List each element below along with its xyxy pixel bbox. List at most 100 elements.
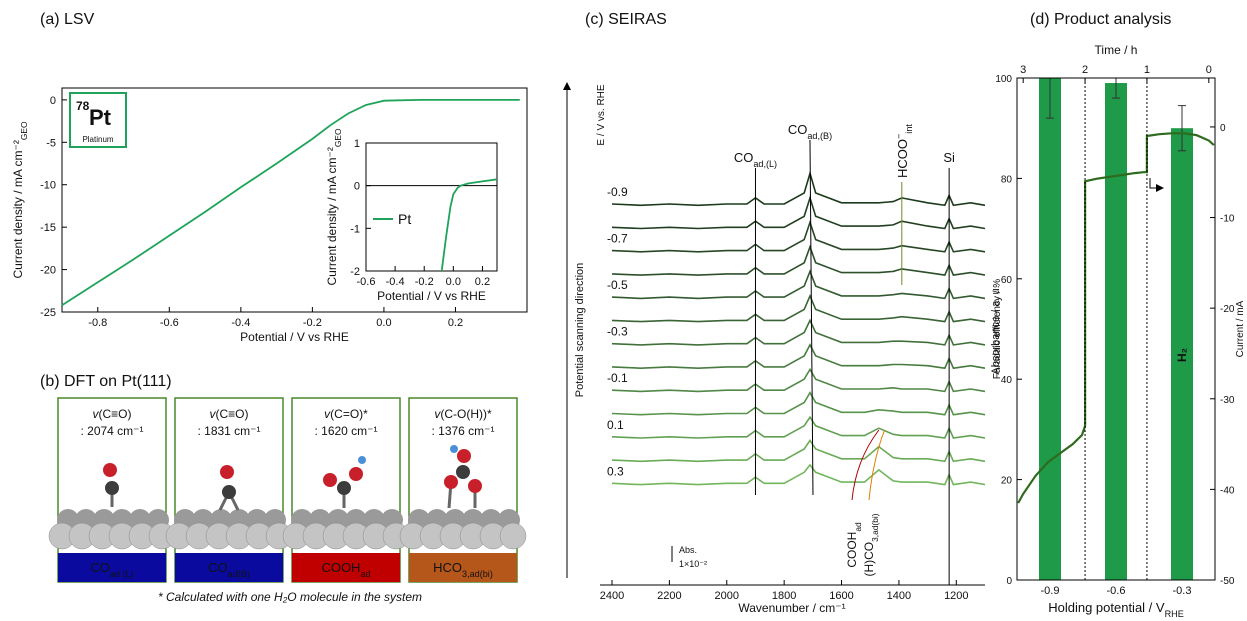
y-tick-label-part: 20 bbox=[1001, 476, 1013, 487]
oxygen-atom bbox=[457, 449, 471, 463]
species-label-part: ad (L) bbox=[110, 569, 134, 579]
potential-label: -0.5 bbox=[607, 278, 628, 292]
potential-label-part: -0.1 bbox=[607, 371, 628, 385]
x-tick-label: -0.9 bbox=[1041, 585, 1060, 597]
y-tick-label: 1 bbox=[354, 138, 360, 150]
y2-axis-label-part: Current / mA bbox=[1235, 300, 1246, 357]
x-tick-label: 0.0 bbox=[376, 317, 391, 329]
x-tick-label-part: -0.6 bbox=[1107, 585, 1126, 597]
y-axis-label: Faradaic efficiency / % bbox=[992, 279, 1003, 380]
panel-title-part: (a) LSV bbox=[40, 11, 95, 28]
y-tick-label-part: -25 bbox=[40, 307, 56, 319]
spectrum bbox=[612, 465, 985, 485]
frequency-label: : 1620 cm⁻¹ bbox=[314, 424, 377, 438]
potential-label-part: 0.3 bbox=[607, 464, 624, 478]
x-tick-label: 1 bbox=[1144, 64, 1150, 76]
y-tick-label-part: -15 bbox=[40, 222, 56, 234]
carbon-atom bbox=[222, 485, 236, 499]
y-tick-label-part: -10 bbox=[1220, 214, 1235, 225]
x-axis-label-part: Holding potential / V bbox=[1048, 600, 1165, 615]
y-tick-label-part: -10 bbox=[40, 180, 56, 192]
frequency-label-part: : 1620 cm⁻¹ bbox=[314, 424, 377, 438]
x-tick-label: -0.3 bbox=[1173, 585, 1192, 597]
annotation-label: Si bbox=[943, 150, 955, 165]
spectrum bbox=[612, 393, 985, 415]
y-tick-label: -30 bbox=[1220, 395, 1235, 406]
x-tick-label-part: 0 bbox=[1206, 64, 1212, 76]
y-axis-label-part: Current density / mA cm⁻² bbox=[325, 147, 339, 285]
annotation-label-part: Si bbox=[943, 150, 955, 165]
annotation-label-part: CO bbox=[734, 150, 754, 165]
annotation-label-part: ad bbox=[853, 522, 863, 532]
potential-label: -0.9 bbox=[607, 185, 628, 199]
x-tick-label-part: 2400 bbox=[600, 590, 624, 602]
oxygen-atom bbox=[468, 479, 482, 493]
annotation-label: HCOO−int bbox=[894, 124, 914, 178]
y-tick-label-part: -1 bbox=[350, 223, 360, 235]
mode-label-part: (C≡O) bbox=[99, 407, 132, 421]
x-tick-label-part: -0.2 bbox=[415, 276, 434, 288]
y-axis-label-part: GEO bbox=[19, 121, 29, 140]
scale-bar-value-part: 1×10⁻² bbox=[679, 559, 707, 569]
y-tick-label: 0 bbox=[50, 95, 56, 107]
bar bbox=[1039, 78, 1061, 580]
y-axis-label-part: GEO bbox=[333, 128, 343, 147]
dft-note: * Calculated with one H₂O molecule in th… bbox=[158, 590, 422, 604]
legend-label: Pt bbox=[398, 211, 411, 227]
y-tick-label: -20 bbox=[1220, 304, 1235, 315]
y-tick-label-part: -30 bbox=[1220, 395, 1235, 406]
x-axis-label-part: Potential / V vs RHE bbox=[240, 330, 349, 344]
y-tick-label: 100 bbox=[995, 74, 1012, 85]
step-arrow bbox=[1150, 178, 1162, 188]
y2-axis-label: Current / mA bbox=[1235, 300, 1246, 357]
plot-area bbox=[1018, 38, 1214, 580]
direction-label: Potential scanning direction bbox=[574, 263, 586, 398]
potential-label-part: -0.5 bbox=[607, 278, 628, 292]
spectrum bbox=[612, 440, 985, 461]
x-tick-label: 1200 bbox=[944, 590, 968, 602]
spectrum bbox=[612, 369, 985, 391]
oxygen-atom bbox=[220, 465, 234, 479]
carbon-atom bbox=[105, 481, 119, 495]
hydrogen-atom bbox=[358, 456, 366, 464]
x2-axis-label-part: Time / h bbox=[1095, 43, 1138, 57]
annotation-label-part: CO bbox=[788, 122, 808, 137]
annotation-label-part: − bbox=[894, 134, 904, 139]
potential-label-part: -0.7 bbox=[607, 232, 628, 246]
x-tick-label: 2200 bbox=[657, 590, 681, 602]
panel-title-part: (c) SEIRAS bbox=[585, 11, 667, 28]
potential-label-part: -0.3 bbox=[607, 325, 628, 339]
mode-label-part: (C-O(H))* bbox=[440, 407, 492, 421]
x-tick-label-part: 1400 bbox=[887, 590, 911, 602]
annotation-label-part: 3,ad(bi) bbox=[870, 513, 880, 542]
annotation-label-part: int bbox=[904, 124, 914, 134]
badge-symbol: Pt bbox=[89, 105, 112, 130]
y-tick-label-part: 0 bbox=[1220, 123, 1226, 134]
species-label-part: ad bbox=[360, 569, 370, 579]
y-tick-label: 20 bbox=[1001, 476, 1013, 487]
x-axis-label-part: Potential / V vs RHE bbox=[377, 289, 486, 303]
y-axis-label-part: Current density / mA cm⁻² bbox=[11, 140, 25, 278]
y-tick-label: -40 bbox=[1220, 485, 1235, 496]
species-label-part: ad(B) bbox=[228, 569, 250, 579]
x-tick-label-part: 2 bbox=[1082, 64, 1088, 76]
carbon-atom bbox=[337, 481, 351, 495]
y-tick-label-part: 0 bbox=[354, 181, 360, 193]
y-tick-label-part: 80 bbox=[1001, 174, 1013, 185]
dft-case: v(C=O)*: 1620 cm⁻¹COOHad bbox=[283, 398, 409, 582]
scale-bar-label: Abs. bbox=[679, 545, 697, 555]
x-tick-label-part: 0.2 bbox=[475, 276, 490, 288]
x-tick-label-part: 2000 bbox=[715, 590, 739, 602]
x-tick-label-part: 1 bbox=[1144, 64, 1150, 76]
annotation-label-part: COOH bbox=[845, 532, 859, 568]
x-tick-label-part: -0.6 bbox=[160, 317, 179, 329]
x-tick-label-part: 0.0 bbox=[376, 317, 391, 329]
x-tick-label-part: 0.2 bbox=[448, 317, 463, 329]
annotation-label: COOHad bbox=[845, 522, 863, 568]
frequency-label-part: : 1376 cm⁻¹ bbox=[431, 424, 494, 438]
x-tick-label: 3 bbox=[1020, 64, 1026, 76]
dft-case: v(C≡O): 2074 cm⁻¹COad (L) bbox=[49, 398, 175, 582]
species-label-part: COOH bbox=[321, 560, 360, 575]
legend-label-part: Pt bbox=[398, 211, 411, 227]
